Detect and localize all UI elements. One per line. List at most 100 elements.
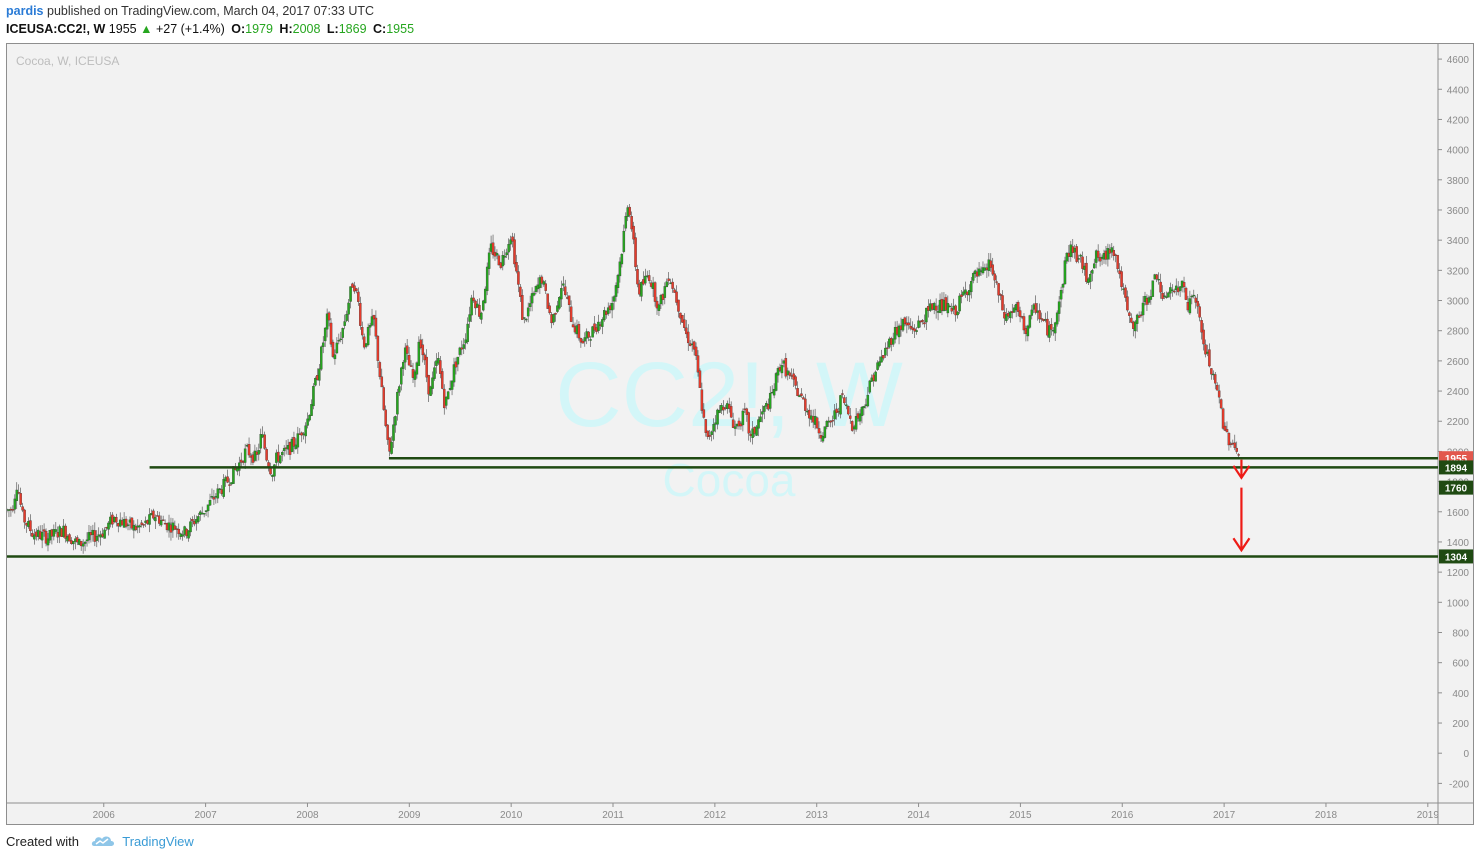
candle-body [696, 355, 700, 373]
candle-body [318, 368, 321, 381]
candle-body [854, 416, 858, 430]
candle-body [567, 295, 571, 306]
candle-body [1194, 297, 1197, 303]
x-tick-label: 2019 [1417, 810, 1440, 821]
tradingview-link[interactable]: TradingView [122, 834, 194, 849]
candle-body [134, 526, 138, 531]
candle-body [355, 288, 358, 291]
candle-body [741, 410, 745, 426]
candle-body [450, 380, 454, 390]
candle-body [161, 519, 165, 521]
candle-body [747, 412, 750, 434]
y-tick-label: 3800 [1447, 176, 1470, 187]
candle-body [523, 317, 526, 319]
candle-body [884, 347, 887, 356]
candle-body [218, 488, 222, 490]
symbol-label[interactable]: ICEUSA:CC2!, W [6, 22, 106, 36]
candle-body [587, 331, 590, 338]
candle-body [345, 314, 348, 321]
price-chart[interactable]: CC2!, W Cocoa Cocoa, W, ICEUSA 4600 4400 4200… [7, 44, 1473, 824]
candle-body [597, 321, 600, 331]
candle-body [681, 315, 684, 323]
candle-body [1217, 390, 1221, 398]
candle-body [1065, 252, 1069, 262]
candle-body [1128, 312, 1131, 316]
candle-body [909, 325, 913, 329]
candle-body [401, 361, 405, 369]
candle-body [204, 510, 208, 512]
chart-title: Cocoa, W, ICEUSA [16, 54, 119, 68]
candle-body [968, 290, 971, 296]
candle-body [376, 335, 380, 361]
candle-body [763, 406, 766, 412]
candle-body [1163, 295, 1166, 297]
y-tick-label: -200 [1449, 779, 1469, 790]
published-text: published on TradingView.com, March 04, … [47, 4, 375, 18]
candle-body [1085, 262, 1088, 282]
candle-body [415, 362, 419, 375]
author-link[interactable]: pardis [6, 4, 44, 18]
candle-body [386, 424, 389, 440]
candle-body [46, 538, 50, 546]
candle-body [392, 424, 395, 441]
candle-body [954, 305, 957, 316]
candle-body [152, 510, 155, 519]
candle-body [208, 500, 212, 506]
candle-body [378, 362, 382, 377]
candle-body [685, 327, 688, 335]
y-tick-label: 4600 [1447, 55, 1470, 66]
chart-frame[interactable]: CC2!, W Cocoa Cocoa, W, ICEUSA 4600 4400 4200… [6, 43, 1474, 825]
candle-body [308, 415, 311, 421]
candle-body [860, 406, 864, 416]
candle-body [263, 434, 266, 449]
candle-body [366, 327, 370, 346]
y-tick-label: 1600 [1447, 508, 1470, 519]
candle-body [1182, 282, 1186, 288]
candle-body [784, 358, 788, 377]
candle-body [1167, 292, 1170, 298]
candle-body [87, 532, 91, 541]
candle-body [351, 283, 354, 288]
candle-body [148, 514, 151, 525]
x-tick-label: 2018 [1315, 810, 1338, 821]
candle-body [934, 305, 938, 311]
candle-body [480, 312, 483, 320]
candle-body [757, 419, 760, 429]
candle-body [667, 278, 670, 281]
close-label: C: [373, 22, 387, 36]
candle-body [1116, 254, 1119, 270]
candle-body [370, 316, 374, 326]
candle-body [265, 449, 268, 461]
candle-body [197, 516, 200, 522]
candle-body [312, 385, 315, 407]
candle-body [640, 282, 643, 297]
candle-body [702, 409, 706, 418]
candle-body [1018, 310, 1022, 317]
candle-body [1110, 247, 1114, 253]
candle-body [419, 339, 423, 348]
candle-body [1215, 384, 1219, 391]
watermark-symbol: CC2!, W [555, 344, 903, 446]
candle-body [159, 520, 163, 526]
candle-body [394, 416, 397, 426]
candle-body [524, 318, 528, 321]
candle-body [468, 314, 471, 322]
candle-body [257, 450, 261, 455]
candle-body [497, 255, 501, 266]
candle-body [107, 522, 110, 530]
y-tick-label: 1200 [1447, 568, 1470, 579]
candle-body [878, 361, 881, 366]
candle-body [733, 426, 737, 429]
candle-body [606, 307, 610, 314]
price-badge-label: 1760 [1445, 484, 1468, 495]
candle-body [425, 356, 428, 378]
candle-body [1223, 425, 1227, 431]
candle-body [1139, 314, 1143, 316]
candle-body [731, 419, 735, 428]
candle-body [79, 540, 83, 547]
candle-body [1237, 454, 1240, 456]
candle-body [977, 268, 981, 276]
candle-body [138, 525, 141, 528]
candle-body [1190, 295, 1194, 298]
candle-body [618, 261, 622, 277]
